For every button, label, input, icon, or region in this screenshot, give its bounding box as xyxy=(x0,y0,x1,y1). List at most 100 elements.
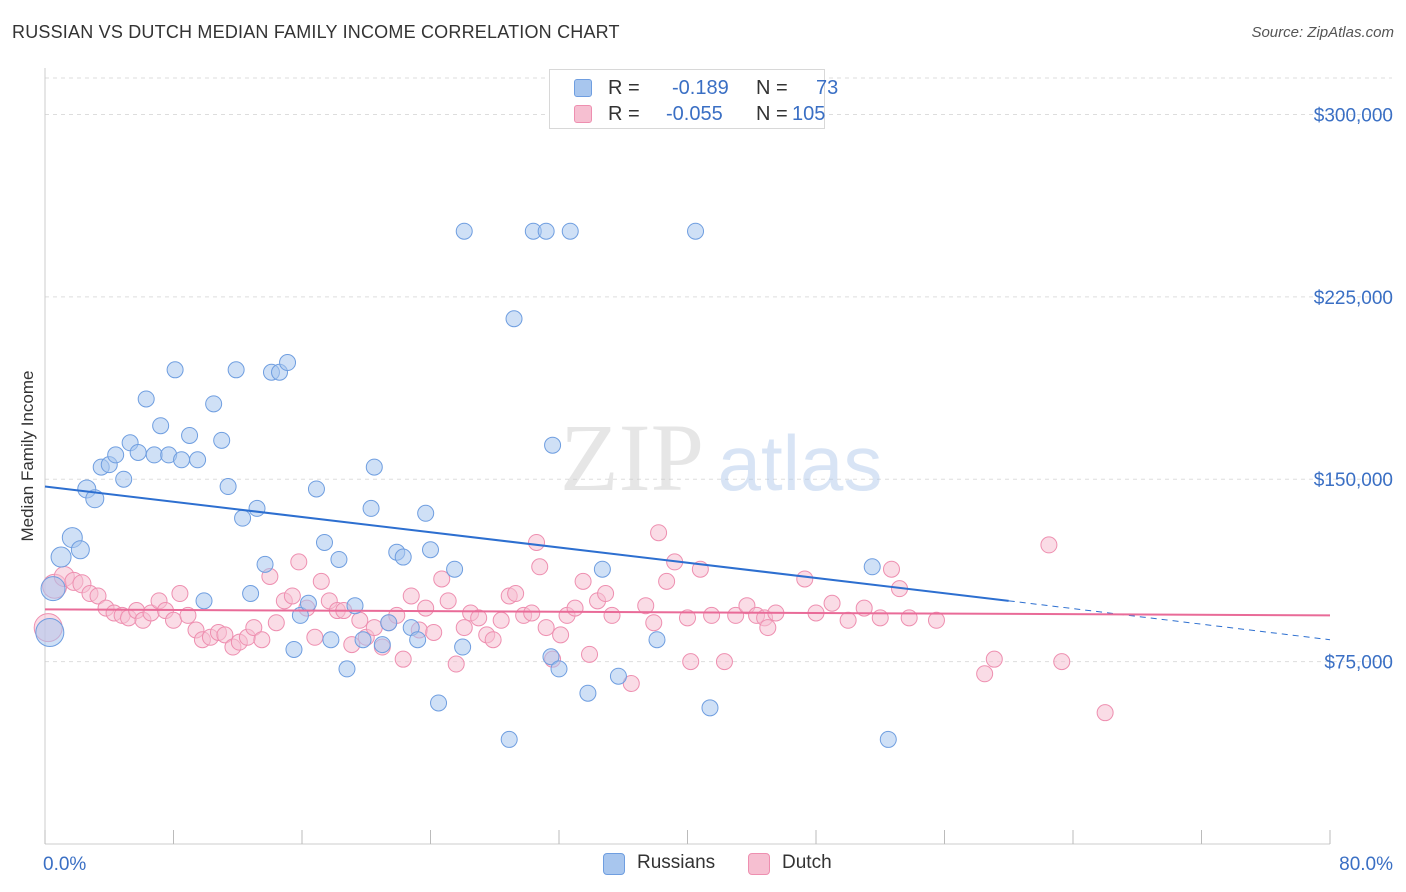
watermark-atlas: atlas xyxy=(718,419,883,507)
russians-point-15 xyxy=(152,417,170,435)
russians-point-50 xyxy=(409,631,427,649)
dutch-point-41 xyxy=(351,611,369,629)
russians-point-24 xyxy=(219,478,237,496)
russians-point-26 xyxy=(234,509,252,527)
watermark-zip: ZIP xyxy=(560,404,704,511)
dutch-point-71 xyxy=(566,599,584,617)
dutch-point-33 xyxy=(290,553,308,571)
russians-point-58 xyxy=(505,310,523,328)
y-tick-label-1: $150,000 xyxy=(1314,470,1393,491)
russians-point-42 xyxy=(354,631,372,649)
russians-point-55 xyxy=(454,638,472,656)
russians-point-27 xyxy=(242,585,260,603)
dutch-point-36 xyxy=(312,572,330,590)
russians-point-25 xyxy=(227,361,245,379)
correlation-legend: R = -0.189 N = 73 R = -0.055 N = 105 xyxy=(549,69,838,129)
grid-lines xyxy=(45,77,1392,663)
dutch-point-55 xyxy=(455,619,473,637)
russians-point-61 xyxy=(542,648,560,666)
russians-point-64 xyxy=(561,222,579,240)
dutch-point-101 xyxy=(976,665,994,683)
russians-point-4 xyxy=(70,540,90,560)
y-tick-label-2: $225,000 xyxy=(1314,288,1393,309)
dutch-point-87 xyxy=(727,606,745,624)
russians-point-65 xyxy=(579,684,597,702)
dutch-point-17 xyxy=(171,585,189,603)
dutch-point-79 xyxy=(645,614,663,632)
dutch-point-60 xyxy=(492,611,510,629)
dutch-point-104 xyxy=(1053,653,1071,671)
dutch-point-28 xyxy=(253,631,271,649)
dutch-point-95 xyxy=(839,611,857,629)
legend-r-value: -0.055 xyxy=(666,103,723,125)
russians-point-14 xyxy=(145,446,163,464)
series-swatch-dutch xyxy=(748,853,770,875)
russians-point-45 xyxy=(373,636,391,654)
dutch-point-78 xyxy=(637,597,655,615)
dutch-point-54 xyxy=(447,655,465,673)
dutch-point-16 xyxy=(165,611,182,629)
dutch-point-35 xyxy=(306,628,324,646)
dutch-point-103 xyxy=(1040,536,1058,554)
legend-n-label: N = xyxy=(756,77,788,99)
russians-point-52 xyxy=(422,541,439,559)
dutch-point-99 xyxy=(900,609,918,627)
x-tick-label-min: 0.0% xyxy=(43,854,86,875)
dutch-point-65 xyxy=(528,533,546,551)
dutch-point-57 xyxy=(470,609,488,627)
dutch-point-6 xyxy=(89,587,107,605)
series-swatch-russians xyxy=(603,853,625,875)
dutch-point-76 xyxy=(603,606,621,624)
russians-point-40 xyxy=(338,660,356,678)
dutch-point-94 xyxy=(823,594,841,612)
russians-point-37 xyxy=(315,533,333,551)
russians-point-46 xyxy=(380,614,398,632)
dutch-trend-line xyxy=(44,608,1331,617)
dutch-point-23 xyxy=(216,626,234,644)
russians-point-51 xyxy=(417,504,435,522)
dutch-point-102 xyxy=(985,650,1003,668)
dutch-point-108 xyxy=(682,653,700,671)
dutch-point-62 xyxy=(507,585,525,603)
legend-n-label: N = xyxy=(756,103,788,125)
russians-point-13 xyxy=(137,390,155,408)
tick-labels: $75,000 $150,000 $225,000 $300,000 0.0% 80.0% xyxy=(43,105,1393,875)
russians-point-43 xyxy=(362,499,380,517)
russians-point-32 xyxy=(279,354,297,372)
dutch-point-43 xyxy=(365,619,383,637)
dutch-point-47 xyxy=(394,650,412,668)
russians-point-62 xyxy=(544,436,562,454)
y-tick-label-0: $75,000 xyxy=(1324,653,1393,674)
russians-point-48 xyxy=(394,548,412,566)
dutch-point-106 xyxy=(882,560,900,578)
dutch-point-53 xyxy=(439,592,457,610)
dutch-point-50 xyxy=(417,599,435,617)
russians-trend-extension xyxy=(1008,600,1331,641)
dutch-point-18 xyxy=(179,606,197,624)
russians-point-21 xyxy=(195,592,213,610)
russians-point-71 xyxy=(863,558,881,576)
dutch-point-66 xyxy=(531,558,549,576)
trend-lines xyxy=(44,485,1331,641)
dutch-point-100 xyxy=(927,611,945,629)
russians-point-69 xyxy=(687,222,705,240)
dutch-point-107 xyxy=(759,619,777,637)
dutch-point-80 xyxy=(650,524,668,542)
series-label-russians: Russians xyxy=(637,852,716,873)
dutch-point-27 xyxy=(245,619,263,637)
dutch-point-52 xyxy=(433,570,451,588)
russians-point-72 xyxy=(879,730,897,748)
legend-r-value: -0.189 xyxy=(672,77,729,99)
legend-swatch-dutch xyxy=(574,105,592,123)
russians-point-12 xyxy=(129,443,147,461)
russians-point-17 xyxy=(166,361,184,379)
russians-point-63 xyxy=(550,660,568,678)
russians-point-9 xyxy=(107,446,125,464)
dutch-point-75 xyxy=(597,585,615,603)
russians-point-39 xyxy=(330,550,348,568)
russians-point-22 xyxy=(205,395,223,413)
legend-swatch-russians xyxy=(574,79,592,97)
russians-point-67 xyxy=(609,667,627,685)
dutch-point-73 xyxy=(581,645,599,663)
